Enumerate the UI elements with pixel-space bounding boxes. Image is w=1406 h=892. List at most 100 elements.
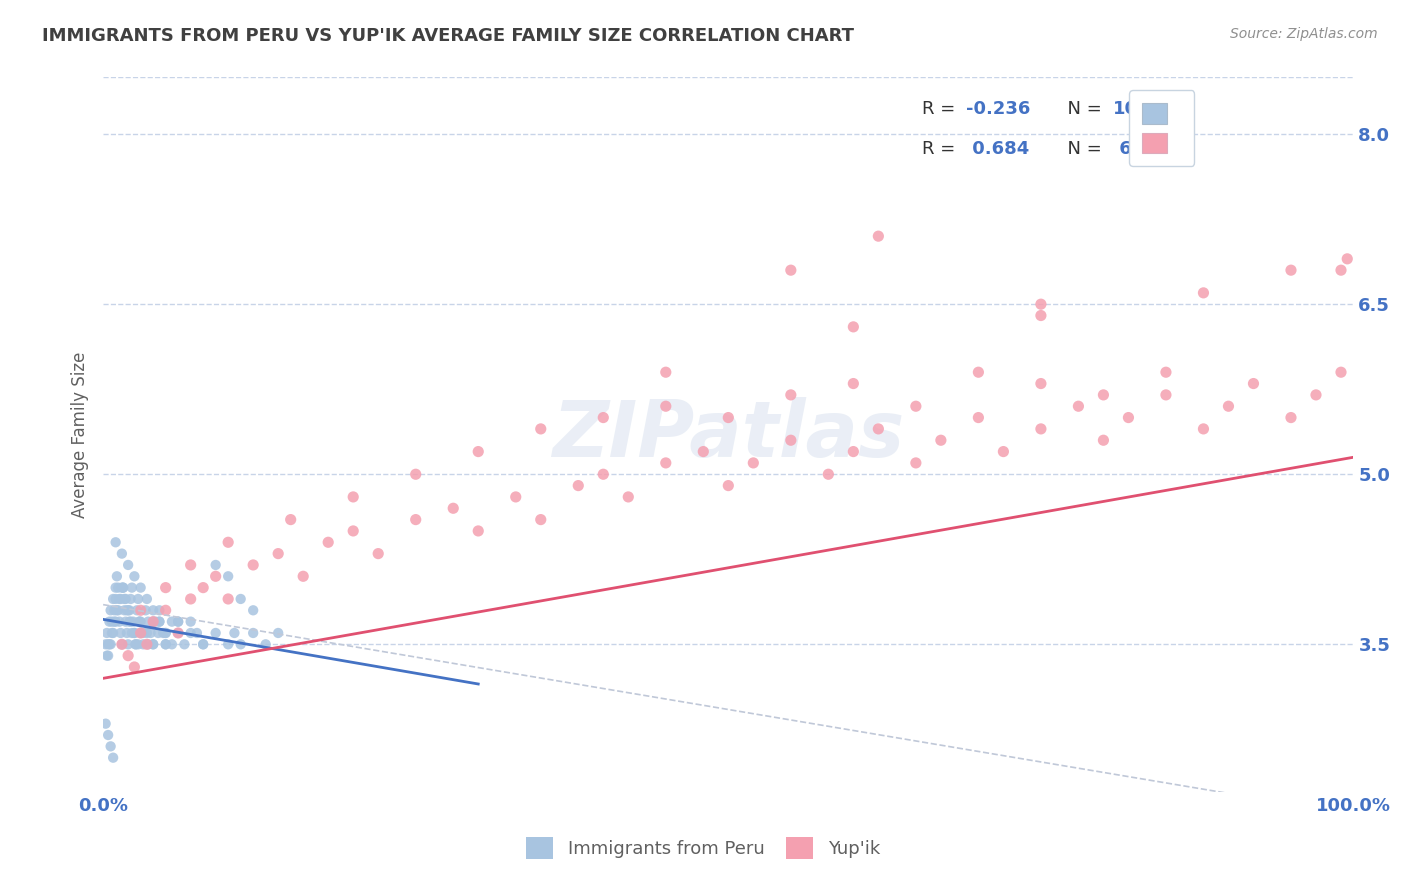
Point — [1029, 376, 1052, 391]
Point — [112, 581, 135, 595]
Point — [842, 376, 865, 391]
Point — [242, 558, 264, 572]
Point — [1218, 399, 1240, 413]
Point — [110, 591, 132, 606]
Point — [114, 591, 136, 606]
Point — [96, 626, 118, 640]
Point — [124, 626, 146, 640]
Point — [779, 388, 801, 402]
Point — [967, 365, 990, 379]
Point — [1029, 422, 1052, 436]
Point — [155, 581, 177, 595]
Point — [1336, 252, 1358, 266]
Point — [316, 535, 339, 549]
Point — [217, 591, 239, 606]
Point — [242, 603, 264, 617]
Point — [101, 626, 124, 640]
Point — [180, 591, 202, 606]
Point — [104, 591, 127, 606]
Point — [204, 626, 226, 640]
Point — [1279, 263, 1302, 277]
Point — [105, 569, 128, 583]
Point — [115, 626, 138, 640]
Point — [842, 444, 865, 458]
Point — [142, 615, 165, 629]
Point — [1029, 309, 1052, 323]
Point — [655, 456, 678, 470]
Point — [191, 581, 214, 595]
Point — [101, 615, 124, 629]
Point — [567, 478, 589, 492]
Point — [124, 660, 146, 674]
Point — [1154, 388, 1177, 402]
Point — [817, 467, 839, 482]
Point — [1330, 263, 1353, 277]
Point — [148, 603, 170, 617]
Point — [115, 603, 138, 617]
Point — [108, 591, 131, 606]
Point — [110, 626, 132, 640]
Point — [717, 478, 740, 492]
Point — [217, 569, 239, 583]
Text: ZIPatlas: ZIPatlas — [553, 397, 904, 473]
Point — [152, 626, 174, 640]
Point — [127, 591, 149, 606]
Point — [132, 626, 155, 640]
Point — [160, 615, 183, 629]
Text: 68: 68 — [1114, 140, 1144, 158]
Point — [1067, 399, 1090, 413]
Point — [117, 603, 139, 617]
Point — [108, 615, 131, 629]
Point — [101, 626, 124, 640]
Text: N =: N = — [1056, 100, 1108, 119]
Point — [191, 637, 214, 651]
Point — [929, 434, 952, 448]
Text: 105: 105 — [1114, 100, 1152, 119]
Point — [617, 490, 640, 504]
Point — [122, 615, 145, 629]
Point — [120, 615, 142, 629]
Point — [993, 444, 1015, 458]
Point — [191, 637, 214, 651]
Point — [167, 626, 190, 640]
Point — [692, 444, 714, 458]
Point — [1118, 410, 1140, 425]
Point — [155, 603, 177, 617]
Point — [124, 637, 146, 651]
Point — [94, 637, 117, 651]
Point — [180, 558, 202, 572]
Point — [655, 399, 678, 413]
Point — [97, 637, 120, 651]
Point — [242, 626, 264, 640]
Point — [127, 637, 149, 651]
Point — [104, 535, 127, 549]
Legend: Immigrants from Peru, Yup'ik: Immigrants from Peru, Yup'ik — [516, 826, 890, 870]
Point — [142, 637, 165, 651]
Point — [112, 603, 135, 617]
Point — [842, 319, 865, 334]
Point — [224, 626, 246, 640]
Point — [868, 229, 890, 244]
Point — [405, 513, 427, 527]
Point — [124, 569, 146, 583]
Point — [104, 581, 127, 595]
Point — [111, 581, 134, 595]
Point — [967, 410, 990, 425]
Text: Source: ZipAtlas.com: Source: ZipAtlas.com — [1230, 27, 1378, 41]
Point — [118, 615, 141, 629]
Point — [132, 637, 155, 651]
Point — [111, 547, 134, 561]
Point — [104, 615, 127, 629]
Point — [267, 626, 290, 640]
Point — [467, 444, 489, 458]
Point — [155, 637, 177, 651]
Point — [101, 591, 124, 606]
Point — [135, 603, 157, 617]
Point — [160, 637, 183, 651]
Point — [148, 615, 170, 629]
Point — [167, 615, 190, 629]
Point — [124, 626, 146, 640]
Point — [97, 728, 120, 742]
Point — [186, 626, 208, 640]
Point — [530, 513, 553, 527]
